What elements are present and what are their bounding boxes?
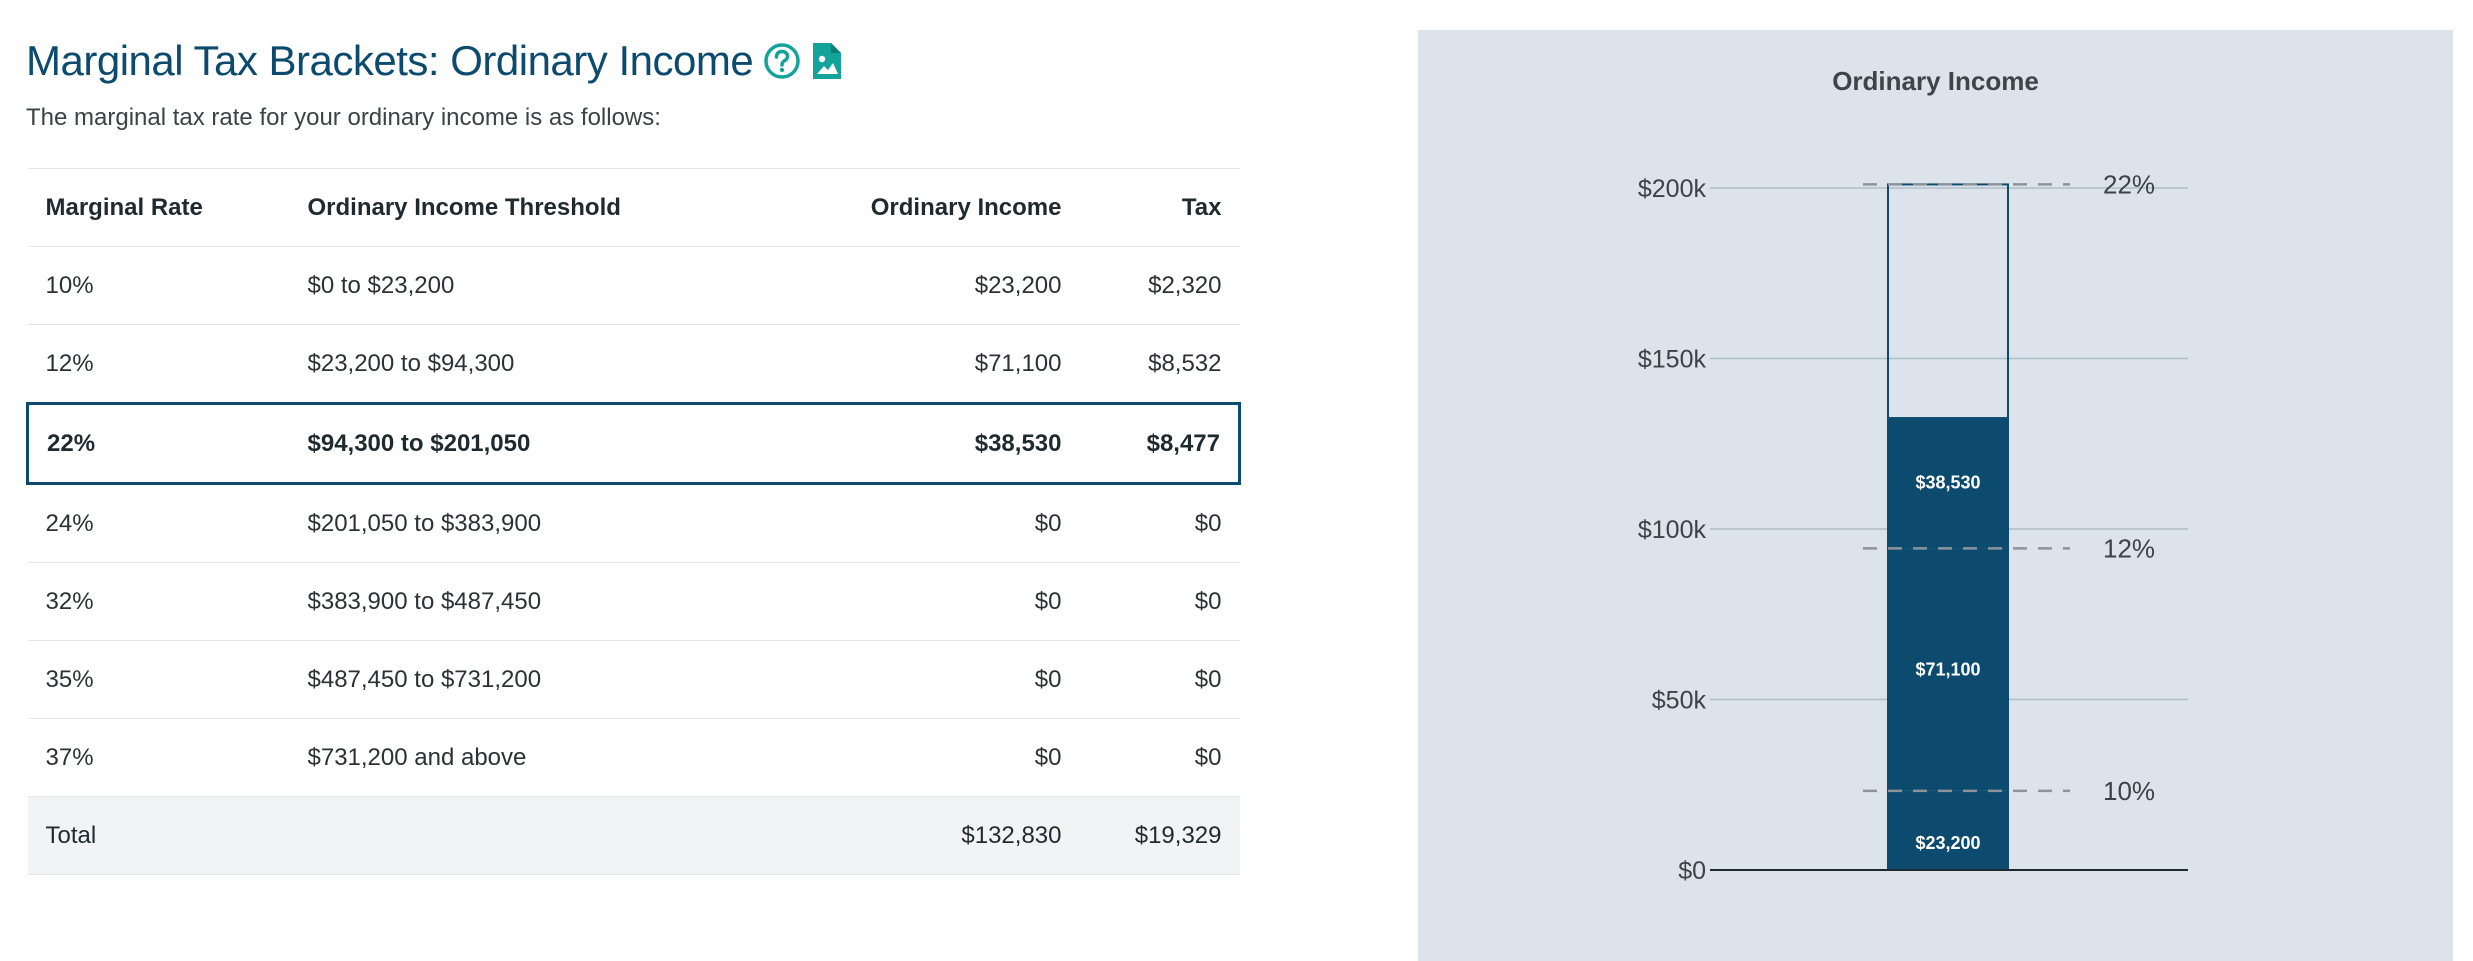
bar-segment — [1888, 790, 2008, 870]
row-threshold: $731,200 and above — [289, 718, 710, 797]
row-income: $0 — [709, 562, 1080, 641]
y-tick-label: $0 — [1678, 857, 1706, 885]
total-tax: $19,329 — [1079, 796, 1240, 875]
row-threshold: $94,300 to $201,050 — [289, 402, 710, 485]
table-row: 10% $0 to $23,200 $23,200 $2,320 — [27, 246, 1240, 325]
row-rate: 37% — [27, 718, 290, 797]
chart-panel: Ordinary Income $0 $50k $100k $150k $200k $23… — [1418, 30, 2453, 961]
row-tax: $0 — [1079, 718, 1240, 797]
table-total-row: Total $132,830 $19,329 — [27, 796, 1240, 875]
row-tax: $2,320 — [1079, 246, 1240, 325]
row-tax: $8,477 — [1079, 402, 1241, 485]
bar-segment — [1888, 548, 2008, 791]
row-income: $38,530 — [709, 402, 1080, 485]
table-row-active-bracket: 22% $94,300 to $201,050 $38,530 $8,477 — [26, 402, 1241, 485]
table-row: 37% $731,200 and above $0 $0 — [27, 718, 1240, 797]
row-threshold: $487,450 to $731,200 — [289, 640, 710, 719]
row-income: $0 — [709, 718, 1080, 797]
row-threshold: $0 to $23,200 — [289, 246, 710, 325]
row-tax: $0 — [1079, 640, 1240, 719]
table-row: 24% $201,050 to $383,900 $0 $0 — [27, 483, 1240, 563]
column-header-tax: Tax — [1079, 168, 1240, 247]
page-title: Marginal Tax Brackets: Ordinary Income — [26, 37, 754, 84]
question-circle-icon[interactable] — [763, 42, 801, 80]
column-header-marginal-rate: Marginal Rate — [27, 168, 290, 247]
table-row: 32% $383,900 to $487,450 $0 $0 — [27, 562, 1240, 641]
row-threshold: $383,900 to $487,450 — [289, 562, 710, 641]
column-header-threshold: Ordinary Income Threshold — [289, 168, 710, 247]
ordinary-income-chart: $0 $50k $100k $150k $200k $23,200 $71,100 $38,5… — [1638, 169, 2188, 885]
title-row: Marginal Tax Brackets: Ordinary Income — [26, 30, 1238, 92]
table-header-row: Marginal Rate Ordinary Income Threshold … — [27, 168, 1240, 247]
y-tick-label: $50k — [1652, 687, 1707, 715]
tax-brackets-panel: Marginal Tax Brackets: Ordinary Income T… — [26, 30, 1241, 875]
row-rate: 10% — [27, 246, 290, 325]
chart-title: Ordinary Income — [1832, 66, 2039, 96]
table-row: 12% $23,200 to $94,300 $71,100 $8,532 — [27, 324, 1240, 404]
row-rate: 32% — [27, 562, 290, 641]
total-income: $132,830 — [709, 796, 1080, 875]
table-row: 35% $487,450 to $731,200 $0 $0 — [27, 640, 1240, 719]
subtitle: The marginal tax rate for your ordinary … — [26, 104, 661, 131]
bar-segment — [1888, 417, 2008, 549]
row-tax: $8,532 — [1079, 324, 1240, 404]
row-tax: $0 — [1079, 562, 1240, 641]
row-tax: $0 — [1079, 483, 1240, 563]
column-header-ordinary-income: Ordinary Income — [709, 168, 1080, 247]
bar-data-label: $38,530 — [1915, 473, 1980, 493]
row-income: $71,100 — [709, 324, 1080, 404]
bracket-rate-label: 12% — [2103, 533, 2155, 563]
row-income: $23,200 — [709, 246, 1080, 325]
row-threshold: $23,200 to $94,300 — [289, 324, 710, 404]
row-income: $0 — [709, 483, 1080, 563]
tax-brackets-table: Marginal Rate Ordinary Income Threshold … — [26, 168, 1241, 875]
row-threshold: $201,050 to $383,900 — [289, 483, 710, 563]
bracket-rate-label: 10% — [2103, 776, 2155, 806]
total-label: Total — [27, 796, 290, 875]
y-tick-label: $200k — [1638, 175, 1707, 203]
row-income: $0 — [709, 640, 1080, 719]
row-rate: 22% — [26, 402, 290, 485]
bracket-rate-label: 22% — [2103, 169, 2155, 199]
y-tick-label: $100k — [1638, 516, 1707, 544]
row-rate: 35% — [27, 640, 290, 719]
row-rate: 12% — [27, 324, 290, 404]
bar-data-label: $23,200 — [1915, 833, 1980, 853]
bar-data-label: $71,100 — [1915, 660, 1980, 680]
total-threshold-empty — [289, 796, 710, 875]
y-tick-label: $150k — [1638, 346, 1707, 374]
image-file-icon[interactable] — [811, 41, 843, 81]
row-rate: 24% — [27, 483, 290, 563]
